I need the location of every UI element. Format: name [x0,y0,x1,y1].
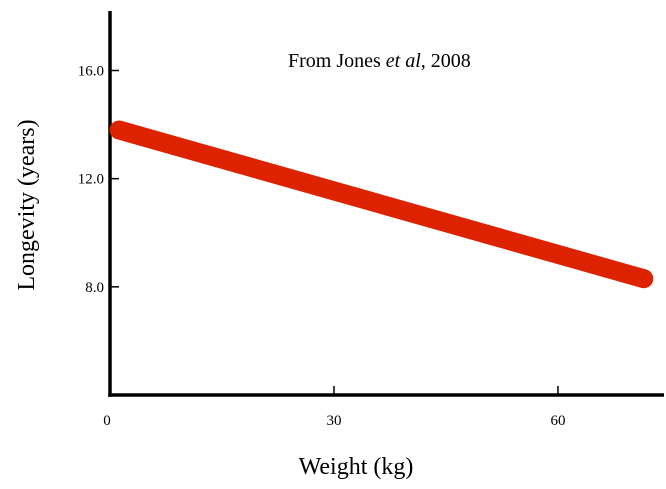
ticks: 8.0 12.0 16.0 0 30 60 [78,63,566,429]
annotation-suffix: , 2008 [421,50,471,72]
x-tick-label: 0 [103,413,111,429]
series-layer [109,120,654,289]
series-line [109,120,654,289]
source-annotation: From Jones et al, 2008 [288,50,471,72]
axes [108,11,664,397]
x-tick-label: 30 [326,413,341,429]
y-axis-title: Longevity (years) [14,119,40,290]
annotation-italic: et al [386,50,421,72]
x-axis-title: Weight (kg) [299,454,414,480]
annotation-prefix: From Jones [288,50,386,72]
y-tick-label: 12.0 [78,172,104,188]
y-tick-label: 16.0 [78,63,104,79]
x-tick-label: 60 [550,413,565,429]
y-tick-label: 8.0 [85,280,104,296]
